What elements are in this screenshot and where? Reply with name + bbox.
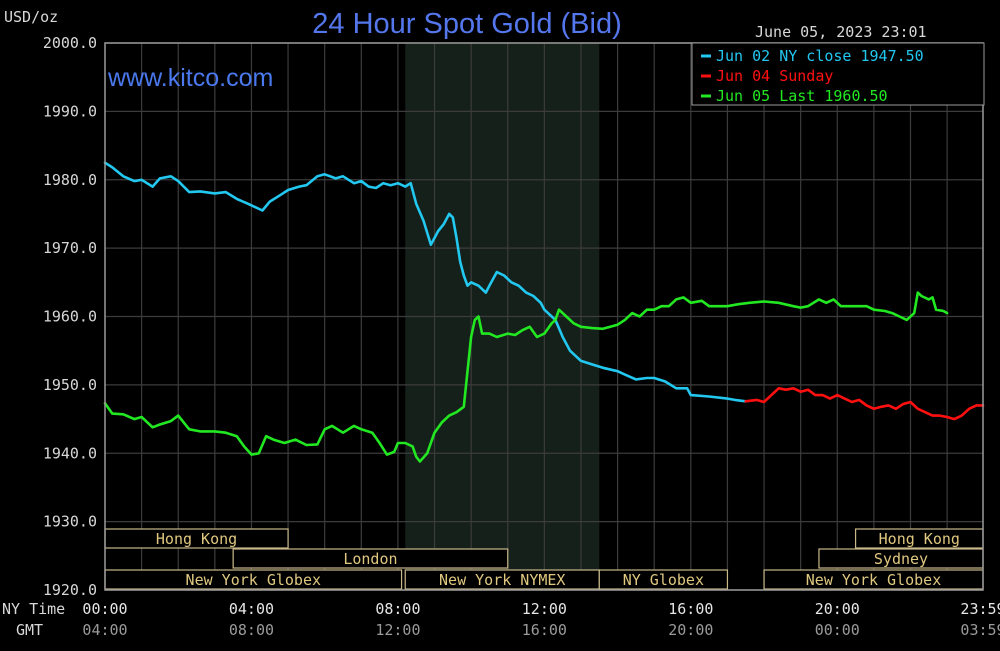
market-session-label: NY Globex <box>623 571 704 589</box>
ny-time-label: NY Time <box>2 600 65 618</box>
market-session-label: New York Globex <box>186 571 321 589</box>
legend-box <box>691 42 985 106</box>
x-tick-label-ny: 20:00 <box>815 600 860 618</box>
x-tick-label-gmt: 03:59 <box>960 621 1000 639</box>
legend: Jun 02 NY close 1947.50 Jun 04 Sunday Jun … <box>691 42 985 106</box>
legend-label: Jun 02 NY close 1947.50 <box>716 47 924 65</box>
unit-label: USD/oz <box>4 8 58 26</box>
market-sessions: Hong Kong Hong Kong London Sydney New York G… <box>104 528 984 590</box>
y-tick-label: 2000.0 <box>43 34 97 52</box>
market-session-bar <box>232 548 509 569</box>
x-tick-label-gmt: 12:00 <box>375 621 420 639</box>
series-line <box>103 161 747 403</box>
plot-frame <box>104 42 984 591</box>
x-tick-label-ny: 23:59 <box>960 600 1000 618</box>
x-tick-label-ny: 16:00 <box>668 600 713 618</box>
market-session-label: Hong Kong <box>156 530 237 548</box>
market-session-label: New York Globex <box>806 571 941 589</box>
y-axis-ticks: 1920.0 1930.0 1940.0 1950.0 1960.0 1970.0 1980… <box>43 34 97 599</box>
timestamp: June 05, 2023 23:01 <box>755 23 927 41</box>
y-tick-label: 1970.0 <box>43 239 97 257</box>
x-tick-label-gmt: 20:00 <box>668 621 713 639</box>
chart-title: 24 Hour Spot Gold (Bid) <box>312 8 621 40</box>
x-tick-label-gmt: 16:00 <box>522 621 567 639</box>
y-tick-label: 1940.0 <box>43 444 97 462</box>
chart-grid <box>105 42 983 591</box>
market-session-label: New York NYMEX <box>439 571 565 589</box>
x-tick-label-ny: 00:00 <box>82 600 127 618</box>
price-series <box>103 161 985 463</box>
series-line <box>744 387 985 421</box>
y-tick-label: 1990.0 <box>43 102 97 120</box>
legend-label: Jun 05 Last 1960.50 <box>716 87 888 105</box>
market-session-label: London <box>343 550 397 568</box>
market-session-label: Hong Kong <box>879 530 960 548</box>
gmt-label: GMT <box>16 621 43 639</box>
market-session-label: Sydney <box>874 550 928 568</box>
series-line <box>103 291 949 463</box>
x-tick-label-gmt: 00:00 <box>815 621 860 639</box>
legend-label: Jun 04 Sunday <box>716 67 833 85</box>
market-session-bar <box>598 569 729 590</box>
watermark: www.kitco.com <box>107 64 273 92</box>
y-tick-label: 1980.0 <box>43 171 97 189</box>
y-tick-label: 1930.0 <box>43 513 97 531</box>
x-axis-ticks: 00:00 04:00 04:00 08:00 08:00 12:00 12:00 16:00… <box>82 600 1000 639</box>
y-tick-label: 1950.0 <box>43 376 97 394</box>
x-tick-label-gmt: 08:00 <box>229 621 274 639</box>
y-tick-label: 1920.0 <box>43 581 97 599</box>
x-tick-label-ny: 12:00 <box>522 600 567 618</box>
x-tick-label-gmt: 04:00 <box>82 621 127 639</box>
x-tick-label-ny: 04:00 <box>229 600 274 618</box>
y-tick-label: 1960.0 <box>43 308 97 326</box>
x-tick-label-ny: 08:00 <box>375 600 420 618</box>
